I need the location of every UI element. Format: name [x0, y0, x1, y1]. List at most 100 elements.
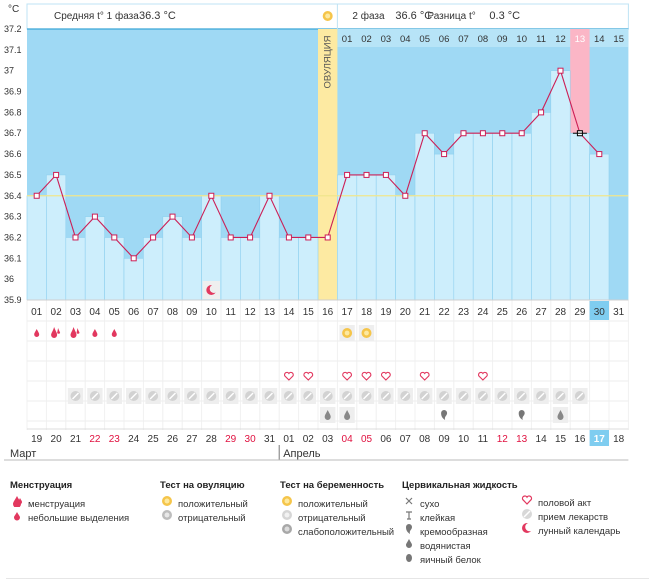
heart-icon [303, 371, 314, 381]
calendar-day-label: 16 [574, 434, 586, 445]
temperature-point [518, 130, 525, 137]
legend-item: клейкая [420, 513, 456, 524]
drop-icon [402, 537, 416, 554]
calendar-day-label: 30 [245, 434, 257, 445]
temperature-point [460, 130, 467, 137]
temperature-bar [298, 237, 319, 301]
pill-icon-stripe [324, 392, 332, 400]
cycle-day-label: 15 [303, 307, 315, 318]
pill-icon-stripe [460, 392, 467, 400]
pill-icon-stripe [304, 392, 312, 400]
y-tick-label: 35.9 [4, 295, 22, 305]
calendar-day-label: 15 [555, 434, 567, 445]
sun-icon [280, 495, 294, 512]
y-tick-label: 36.2 [4, 232, 22, 242]
gray-disc-icon [160, 509, 174, 526]
cycle-day-label: 17 [342, 307, 354, 318]
cycle-day-label: 03 [70, 307, 82, 318]
menstruation-icon [51, 327, 58, 338]
phase2-day-label: 11 [536, 34, 546, 45]
legend-other: половой акт прием лекарств лунный календ… [520, 494, 620, 539]
sticky-icon [402, 509, 416, 526]
cycle-day-label: 07 [148, 307, 160, 318]
pill-icon-stripe [518, 392, 526, 400]
legend-item: слабоположительный [298, 527, 395, 538]
month-label: Март [10, 448, 36, 460]
temperature-point [169, 213, 176, 220]
cream-icon [402, 523, 416, 540]
temperature-bar [472, 132, 493, 301]
y-tick-label: 36.6 [4, 149, 22, 159]
temperature-bar [26, 195, 47, 301]
cycle-day-label: 02 [51, 307, 63, 318]
unit-label: °C [8, 4, 19, 15]
temperature-line [36, 69, 600, 260]
calendar-day-label: 02 [303, 434, 315, 445]
calendar-day-label: 09 [439, 434, 451, 445]
temperature-bar [511, 132, 532, 301]
phase2-day-label: 07 [458, 34, 469, 45]
y-tick-label: 36.3 [4, 212, 22, 222]
calendar-day-label: 01 [283, 434, 295, 445]
calendar-day-label: 06 [380, 434, 392, 445]
cycle-day-label: 21 [419, 307, 431, 318]
cream-icon [518, 410, 525, 420]
cycle-day-label: 19 [380, 307, 392, 318]
temperature-bar [46, 174, 67, 301]
temperature-bar [162, 216, 183, 301]
calendar-day-label: 29 [225, 434, 237, 445]
phase2-day-label: 03 [381, 34, 392, 45]
temperature-bar [123, 258, 144, 301]
cycle-day-label: 13 [264, 307, 276, 318]
pill-icon-stripe [266, 392, 273, 400]
y-tick-label: 36.1 [4, 253, 22, 263]
light-spotting-icon [92, 329, 98, 337]
phase2-day-label: 04 [400, 34, 411, 45]
temperature-bar [278, 237, 299, 301]
light-spotting-icon [34, 329, 40, 337]
phase2-day-row [337, 29, 629, 47]
highlight-column [570, 29, 590, 134]
cycle-day-label: 10 [206, 307, 218, 318]
temperature-bar [589, 153, 610, 301]
temperature-point [538, 109, 545, 116]
cycle-day-label: 30 [594, 307, 606, 318]
light-spotting-icon [10, 509, 24, 526]
heart-icon [520, 494, 534, 511]
heart-icon [419, 371, 430, 381]
temperature-point [557, 67, 564, 74]
sun-icon-core [344, 330, 350, 336]
y-tick-label: 36.7 [4, 128, 22, 138]
gray-disc-icon [280, 509, 294, 526]
legend-item: отрицательный [178, 513, 246, 524]
cream-icon [441, 410, 448, 420]
temperature-bar [104, 237, 125, 301]
pill-icon-stripe [363, 392, 370, 400]
calendar-day-label: 23 [109, 434, 121, 445]
moon-icon [520, 522, 534, 539]
legend-cervical: Цервикальная жидкость сухо клейкая кремо… [402, 480, 518, 566]
pill-icon-stripe [343, 392, 351, 400]
pill-icon-stripe [188, 392, 196, 400]
menstruation-icon [76, 328, 80, 334]
today-calendar-cell [589, 430, 609, 446]
calendar-day-label: 28 [206, 434, 218, 445]
calendar-day-label: 03 [322, 434, 334, 445]
temperature-point [305, 234, 312, 241]
temperature-point [285, 234, 292, 241]
calendar-day-label: 21 [70, 434, 82, 445]
temperature-point [111, 234, 118, 241]
temperature-bar [531, 112, 552, 301]
cycle-day-label: 29 [574, 307, 586, 318]
temperature-point [227, 234, 234, 241]
legend-ovulation-test: Тест на овуляцию положительный отрицател… [160, 480, 248, 526]
calendar-day-label: 04 [342, 434, 354, 445]
legend-item: менструация [28, 499, 86, 510]
pill-icon-stripe [498, 392, 506, 400]
heart-icon [361, 371, 372, 381]
cycle-day-label: 16 [322, 307, 334, 318]
heart-icon [284, 371, 294, 381]
temperature-bar [65, 237, 86, 301]
cycle-day-label: 27 [536, 307, 548, 318]
pill-icon-stripe [91, 392, 99, 400]
